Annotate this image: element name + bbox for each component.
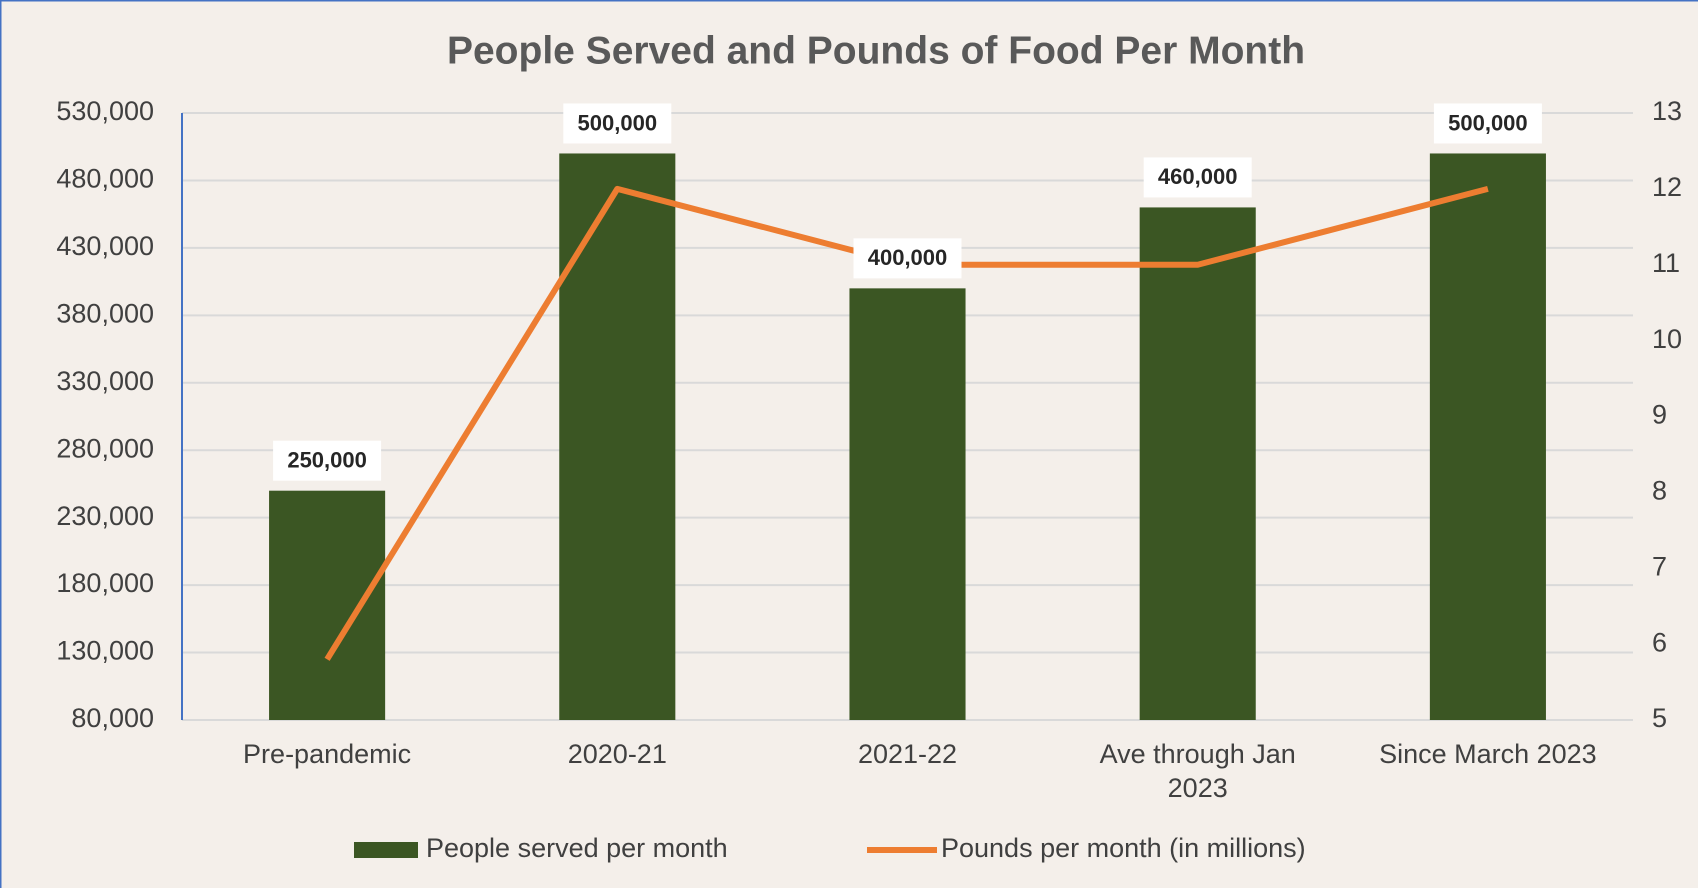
y-tick-label: 480,000: [56, 164, 154, 194]
y-tick-label: 430,000: [56, 231, 154, 261]
y2-tick-label: 5: [1652, 703, 1667, 733]
y2-tick-label: 8: [1652, 476, 1667, 506]
x-tick-label-line: 2023: [1168, 773, 1228, 803]
y-tick-label: 380,000: [56, 298, 154, 328]
value-label-box: [1143, 157, 1252, 198]
legend-label: People served per month: [426, 833, 728, 863]
x-tick-label: 2021-22: [858, 739, 957, 769]
x-tick-label: Pre-pandemic: [243, 739, 411, 769]
x-tick-label: Since March 2023: [1379, 739, 1597, 769]
value-label-box: [853, 238, 962, 279]
y-tick-label: 330,000: [56, 366, 154, 396]
y-tick-label: 130,000: [56, 636, 154, 666]
y-tick-label: 280,000: [56, 433, 154, 463]
x-tick-label: 2020-21: [568, 739, 667, 769]
bar: [849, 288, 966, 720]
value-label: 250,000: [287, 448, 367, 473]
value-label: 460,000: [1158, 164, 1238, 189]
y2-tick-label: 9: [1652, 400, 1667, 430]
y2-tick-label: 13: [1652, 96, 1682, 126]
x-tick-label: Ave through Jan 2023: [1100, 739, 1296, 803]
y2-tick-label: 10: [1652, 324, 1682, 354]
y2-tick-label: 11: [1652, 248, 1680, 278]
y2-tick-label: 7: [1652, 551, 1667, 581]
value-label-box: [563, 103, 672, 144]
value-label-box: [1433, 103, 1542, 144]
chart-title: People Served and Pounds of Food Per Mon…: [447, 29, 1305, 72]
y-tick-label: 80,000: [71, 703, 154, 733]
value-label-box: [273, 440, 382, 481]
value-label: 500,000: [578, 110, 658, 135]
bar: [269, 490, 386, 720]
legend-swatch: [354, 842, 418, 858]
y2-tick-label: 12: [1652, 172, 1682, 202]
x-tick-label-line: Ave through Jan: [1100, 739, 1296, 769]
y2-tick-label: 6: [1652, 627, 1667, 657]
legend-label: Pounds per month (in millions): [941, 833, 1306, 863]
y-tick-label: 230,000: [56, 501, 154, 531]
value-label: 500,000: [1448, 110, 1528, 135]
y-tick-label: 530,000: [56, 96, 154, 126]
bar: [559, 153, 676, 720]
bar: [1139, 207, 1256, 720]
value-label: 400,000: [868, 245, 948, 270]
y-tick-label: 180,000: [56, 568, 154, 598]
bar: [1429, 153, 1546, 720]
